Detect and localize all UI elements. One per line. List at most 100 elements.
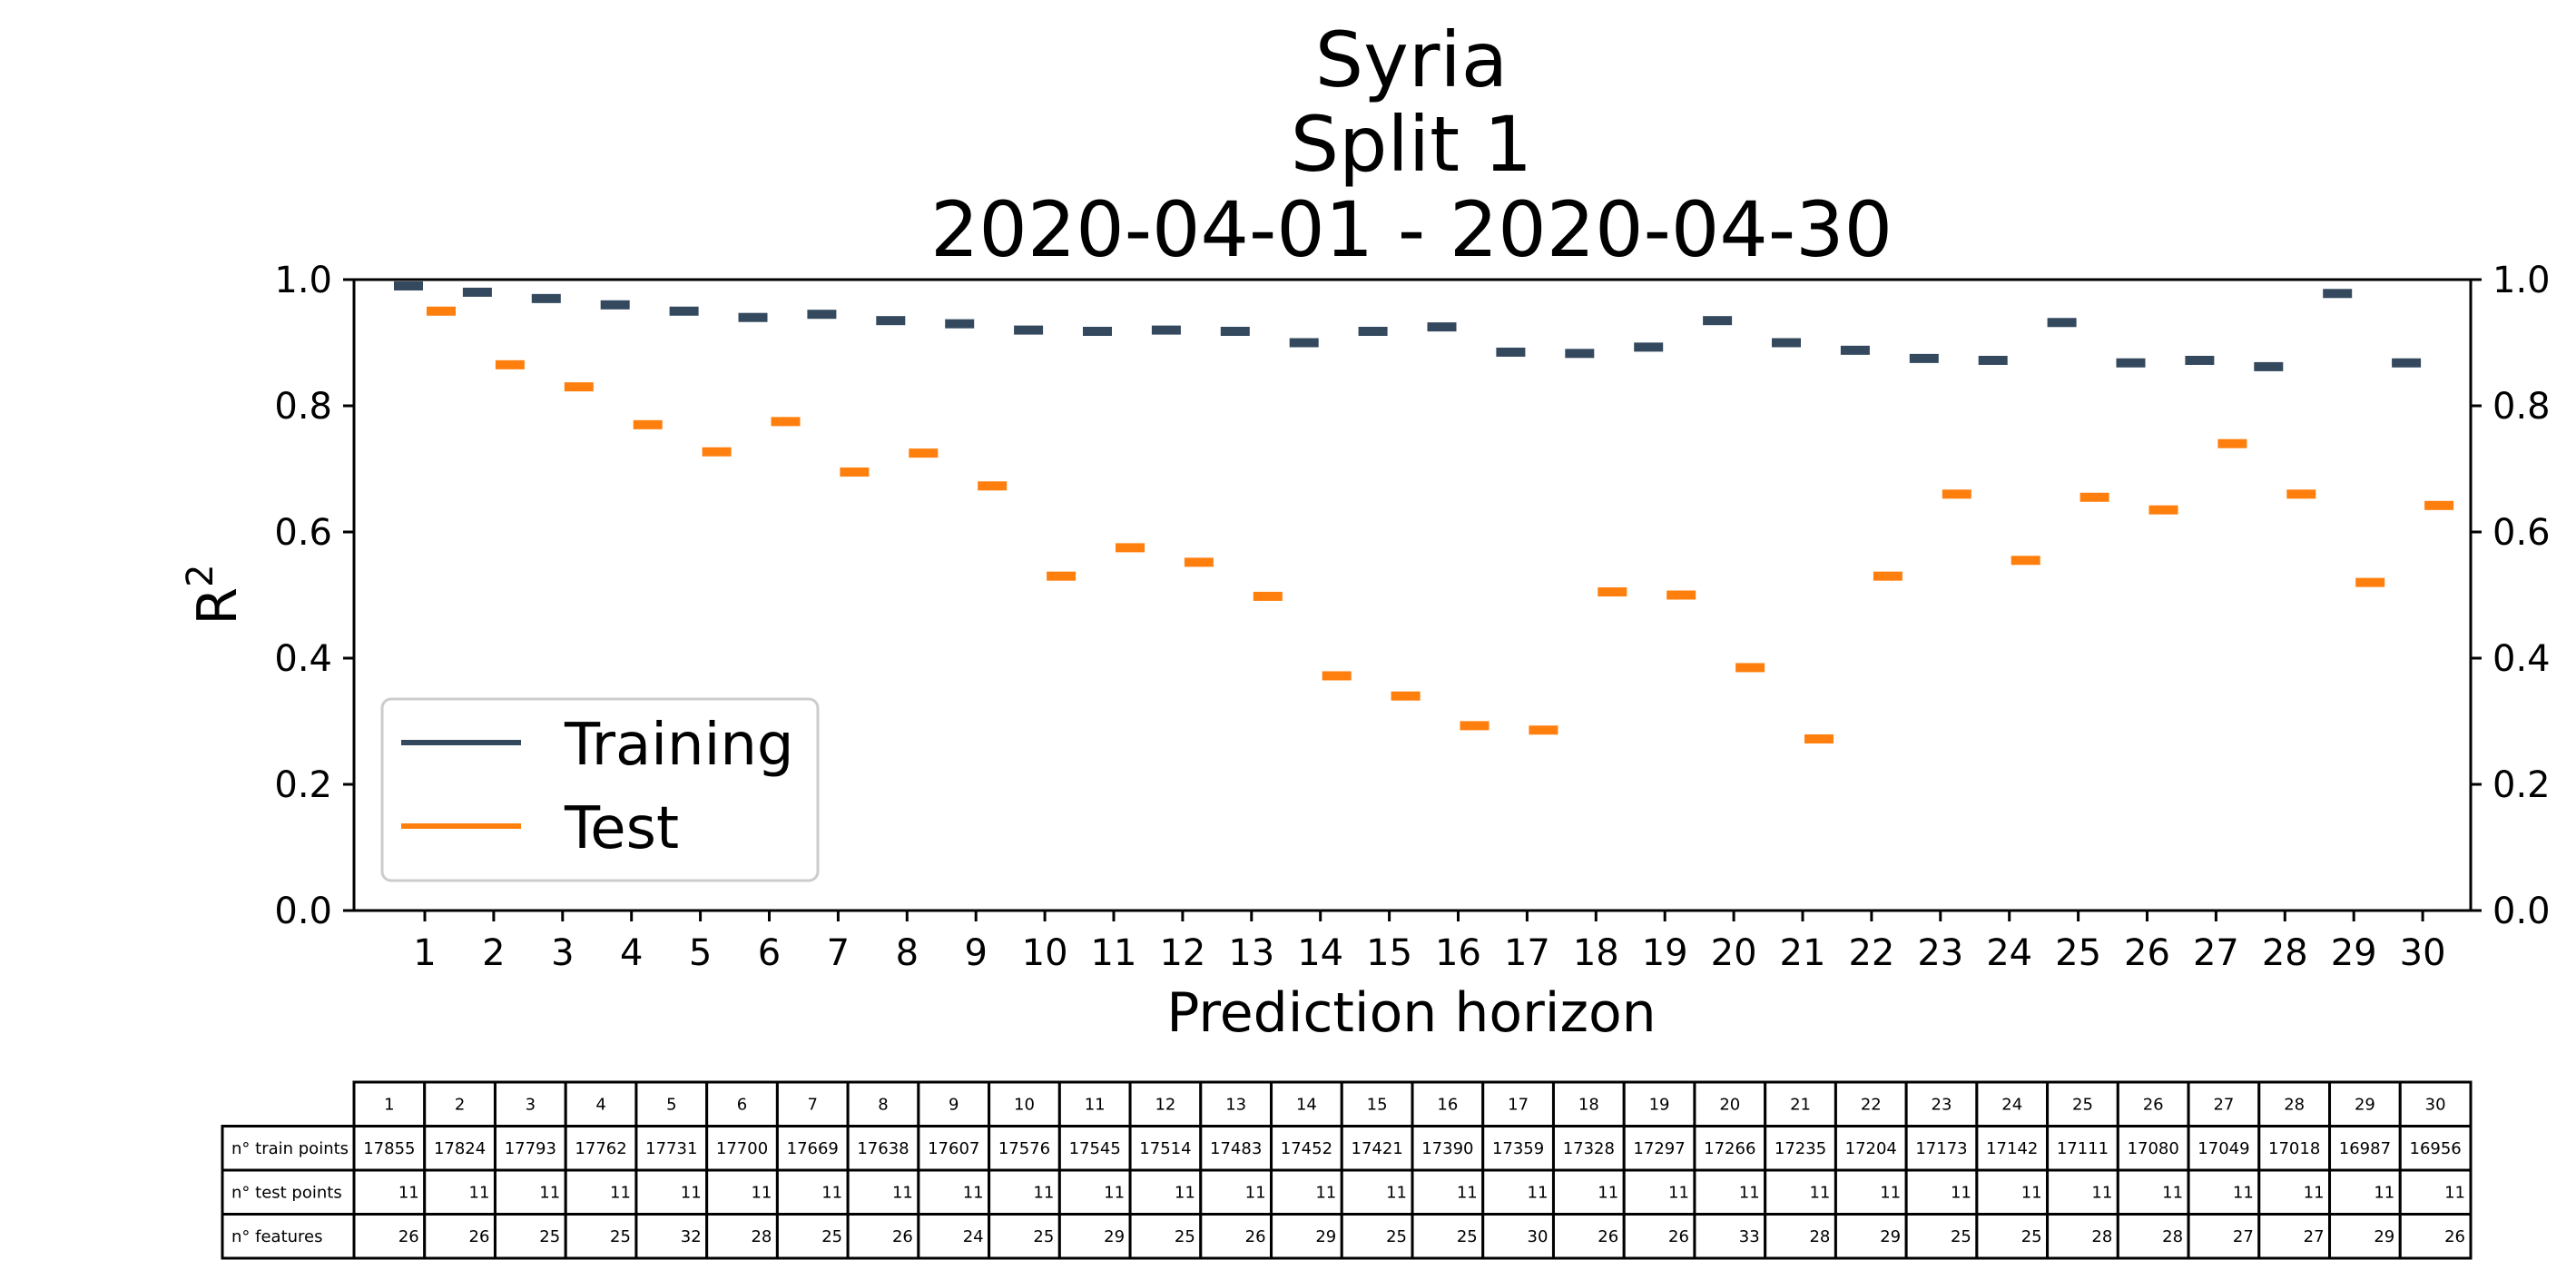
point-test (1873, 571, 1903, 581)
table-cell (2257, 1213, 2332, 1260)
point-training (738, 312, 768, 322)
table-cell-text: 11 (469, 1183, 490, 1202)
table-header-text: 28 (2284, 1095, 2305, 1114)
table-cell (1411, 1213, 1485, 1260)
y-axis-label: R2 (180, 564, 250, 625)
x-tick-label: 12 (1159, 932, 1205, 974)
table-cell-text: 11 (963, 1183, 984, 1202)
table-cell-text: 17824 (434, 1139, 486, 1158)
table-cell (634, 1168, 709, 1216)
chart-title-line-1: Syria (1315, 15, 1508, 104)
table-cell-text: 17390 (1421, 1139, 1473, 1158)
table-cell-text: 17018 (2268, 1139, 2320, 1158)
x-tick-label: 3 (551, 932, 574, 974)
table-header-cell (1551, 1080, 1626, 1127)
table-cell-text: 29 (1880, 1227, 1901, 1246)
series-test (427, 306, 2454, 743)
table-cell-text: 11 (1951, 1183, 1971, 1202)
table-cell (846, 1168, 920, 1216)
table-header-text: 16 (1437, 1095, 1458, 1114)
table-header-text: 19 (1649, 1095, 1670, 1114)
table-header-cell (705, 1080, 779, 1127)
y-axis-label-superscript: 2 (180, 564, 221, 586)
y-axis-label-text: R (186, 587, 250, 625)
table-cell-text: 29 (1315, 1227, 1336, 1246)
table-cell-text: 11 (1315, 1183, 1336, 1202)
point-training (2185, 355, 2215, 365)
table-cell-text: 25 (1951, 1227, 1971, 1246)
table-cell-text: 11 (1739, 1183, 1760, 1202)
table-cell-text: 29 (2374, 1227, 2394, 1246)
point-training (2047, 318, 2077, 328)
table-cell-text: 25 (2021, 1227, 2042, 1246)
y-tick-label-right: 0.6 (2492, 512, 2551, 554)
y-axis-right: 0.0 0.2 0.4 0.6 0.8 1.0 (2471, 260, 2551, 932)
table-cell (2257, 1168, 2332, 1216)
table-header-text: 10 (1014, 1095, 1035, 1114)
table-header-cell (1128, 1080, 1203, 1127)
table-cell-text: 28 (751, 1227, 772, 1246)
table-header-cell (1411, 1080, 1485, 1127)
table-cell-text: 17080 (2128, 1139, 2179, 1158)
table-cell-text: 25 (1175, 1227, 1195, 1246)
x-tick-label: 15 (1366, 932, 1412, 974)
table-cell-text: 11 (1175, 1183, 1195, 1202)
point-test (1460, 721, 1490, 731)
x-tick-label: 1 (413, 932, 436, 974)
table-cell (1270, 1125, 1343, 1172)
point-training (2392, 358, 2422, 368)
point-test (1047, 571, 1077, 581)
table-header-text: 17 (1508, 1095, 1529, 1114)
point-test (2148, 505, 2178, 515)
table-cell-text: 28 (2162, 1227, 2183, 1246)
table-cell-text: 11 (1245, 1183, 1266, 1202)
table-header-text: 9 (949, 1095, 959, 1114)
table-cell-text: 11 (1386, 1183, 1407, 1202)
point-training (1083, 326, 1112, 336)
table-cell-text: 11 (1528, 1183, 1549, 1202)
table-header-cell (352, 1080, 427, 1127)
table-cell (1199, 1125, 1273, 1172)
table-cell-text: 11 (2091, 1183, 2112, 1202)
data-table: 1 2 3 4 5 6 7 8 9 10 11 12 13 14 15 16 17 18 19 20 21 22 23 24 2… (221, 1080, 2473, 1260)
point-test (1804, 734, 1834, 743)
table-cell-text: 11 (681, 1183, 702, 1202)
x-tick-label: 18 (1573, 932, 1619, 974)
table-header-text: 27 (2213, 1095, 2234, 1114)
point-test (495, 359, 525, 369)
table-cell-text: 17359 (1492, 1139, 1544, 1158)
table-row-label: n° test points (231, 1183, 342, 1202)
table-cell-text: 11 (2374, 1183, 2394, 1202)
x-tick-label: 26 (2124, 932, 2170, 974)
legend: Training Test (380, 697, 820, 882)
table-cell-text: 17421 (1352, 1139, 1403, 1158)
x-tick-label: 16 (1435, 932, 1481, 974)
table-cell (1128, 1213, 1203, 1260)
point-training (2254, 361, 2284, 371)
point-training (807, 310, 837, 320)
point-test (1116, 543, 1145, 553)
table-cell-text: 17111 (2057, 1139, 2109, 1158)
table-header-text: 3 (526, 1095, 536, 1114)
table-cell-text: 11 (1033, 1183, 1054, 1202)
table-cell (988, 1213, 1061, 1260)
legend-label-training: Training (564, 712, 794, 779)
table-cell (1481, 1168, 1555, 1216)
point-test (1253, 591, 1283, 601)
table-cell (917, 1125, 991, 1172)
table-cell-text: 32 (681, 1227, 702, 1246)
point-test (2217, 438, 2247, 448)
table-cell-text: 33 (1739, 1227, 1760, 1246)
table-header-cell (1057, 1080, 1132, 1127)
point-training (2323, 289, 2353, 299)
x-tick-label: 23 (1917, 932, 1963, 974)
point-training (394, 281, 423, 290)
table-header-cell (1693, 1080, 1767, 1127)
table-header-text: 15 (1367, 1095, 1388, 1114)
x-tick-label: 29 (2331, 932, 2377, 974)
point-test (633, 419, 663, 429)
table-cell (2398, 1213, 2473, 1260)
table-cell-text: 28 (1809, 1227, 1830, 1246)
table-cell-text: 17762 (575, 1139, 626, 1158)
